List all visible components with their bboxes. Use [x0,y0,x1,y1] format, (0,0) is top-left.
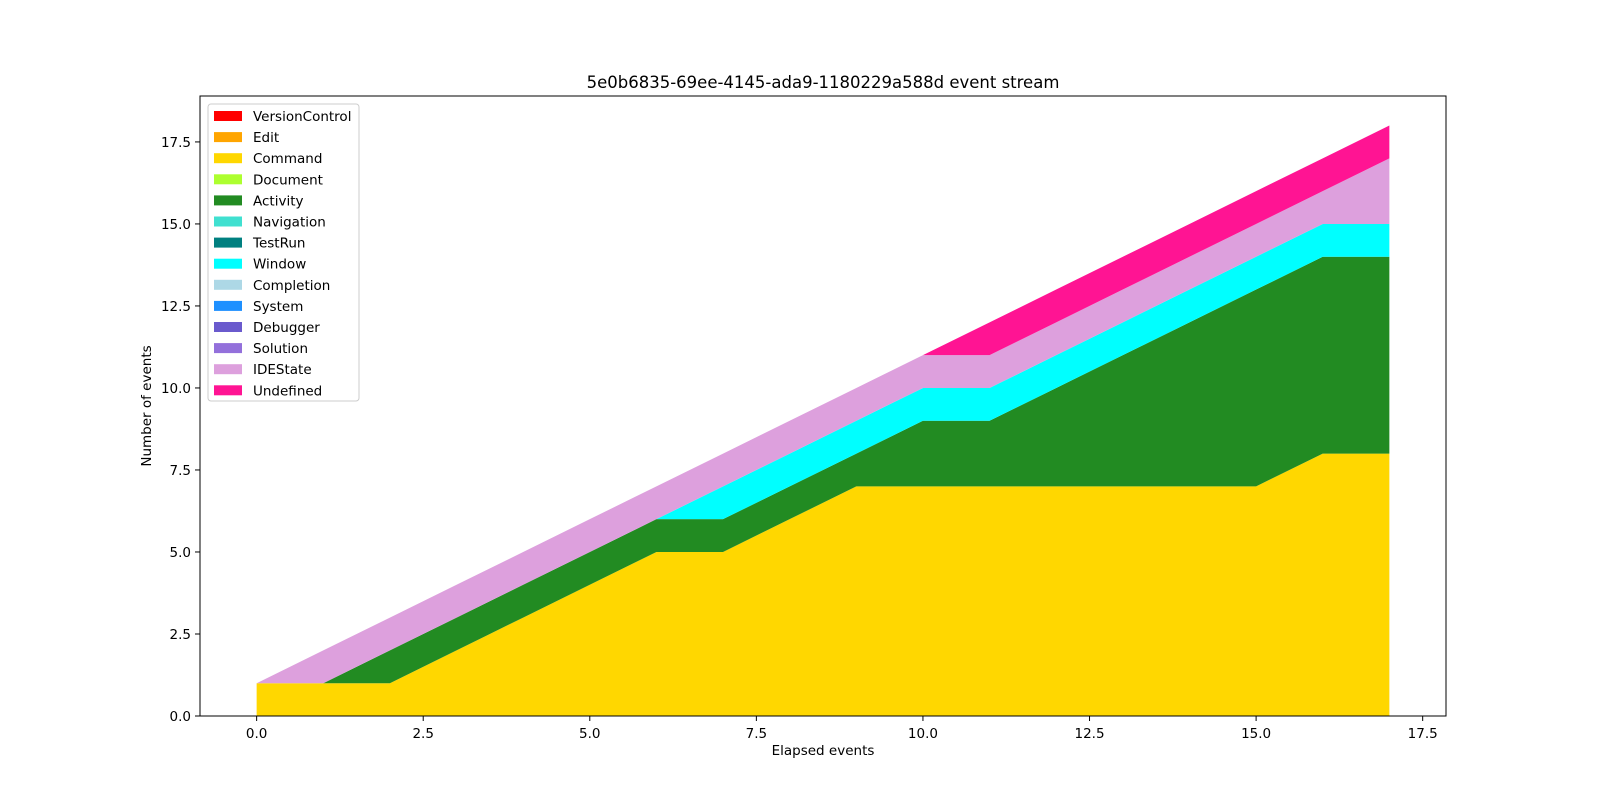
stacked-areas [256,125,1390,716]
y-axis-ticks: 0.0 2.5 5.0 7.5 10.0 12.5 15.0 17.5 [161,135,200,725]
legend-label-testrun: TestRun [252,236,305,252]
legend-swatch-navigation [214,216,242,227]
legend-swatch-solution [214,343,242,354]
legend: VersionControl Edit Command Document Activit… [207,103,360,402]
legend-swatch-system [214,300,242,311]
legend-swatch-versioncontrol [214,111,242,121]
legend-swatch-completion [214,279,242,290]
legend-swatch-activity [214,195,242,206]
y-tick-label: 7.5 [170,463,191,479]
y-tick-label: 10.0 [161,381,191,397]
area-window [256,223,1390,684]
area-idestate [256,158,1390,684]
legend-swatch-undefined [214,385,242,396]
legend-label-system: System [253,299,303,315]
x-tick-label: 15.0 [1241,726,1271,742]
legend-swatch-idestate [214,364,242,375]
legend-box [207,103,360,402]
y-axis-label: Number of events [139,345,155,466]
x-tick-label: 12.5 [1074,726,1104,742]
legend-label-document: Document [253,172,323,188]
x-tick-label: 2.5 [412,726,433,742]
chart-title: 5e0b6835-69ee-4145-ada9-1180229a588d eve… [587,73,1060,92]
legend-label-activity: Activity [253,193,304,209]
area-command [256,453,1390,716]
x-axis-ticks: 0.0 2.5 5.0 7.5 10.0 12.5 15.0 17.5 [246,716,1438,742]
legend-label-undefined: Undefined [253,383,322,399]
y-tick-label: 12.5 [161,299,191,315]
x-axis-label: Elapsed events [772,743,875,759]
y-tick-label: 2.5 [170,627,191,643]
legend-swatch-command [214,153,242,164]
x-tick-label: 0.0 [246,726,267,742]
legend-label-command: Command [253,151,322,167]
legend-label-completion: Completion [253,278,330,294]
legend-swatch-edit [214,132,242,143]
x-tick-label: 17.5 [1408,726,1438,742]
plot-frame [199,95,1447,717]
y-tick-label: 17.5 [161,135,191,151]
legend-label-versioncontrol: VersionControl [253,109,351,125]
legend-swatch-window [214,258,242,269]
legend-swatch-testrun [214,237,242,248]
legend-label-navigation: Navigation [253,215,326,231]
y-tick-label: 15.0 [161,217,191,233]
x-tick-label: 10.0 [908,726,938,742]
y-tick-label: 0.0 [170,709,191,725]
legend-swatch-document [214,174,242,185]
legend-label-debugger: Debugger [253,320,320,336]
legend-label-idestate: IDEState [253,362,312,378]
y-tick-label: 5.0 [170,545,191,561]
legend-label-edit: Edit [253,130,279,146]
x-tick-label: 7.5 [746,726,767,742]
legend-swatch-debugger [214,322,242,332]
legend-label-window: Window [253,257,306,273]
x-tick-label: 5.0 [579,726,600,742]
legend-label-solution: Solution [253,341,308,357]
